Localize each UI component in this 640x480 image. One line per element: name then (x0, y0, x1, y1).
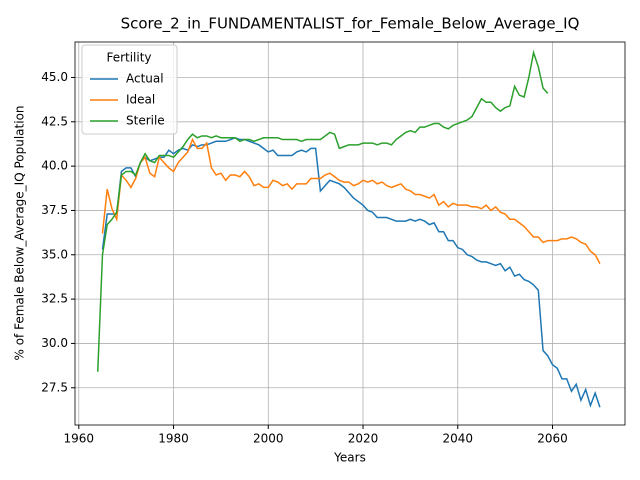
y-tick-label: 45.0 (41, 70, 68, 84)
legend-label: Ideal (126, 93, 155, 107)
y-tick-label: 40.0 (41, 159, 68, 173)
y-tick-label: 37.5 (41, 203, 68, 217)
x-tick-label: 1980 (158, 432, 189, 446)
x-tick-label: 2000 (253, 432, 284, 446)
x-tick-label: 2040 (443, 432, 474, 446)
legend-label: Sterile (126, 114, 165, 128)
data-line (96, 49, 549, 372)
x-axis-label: Years (333, 451, 366, 465)
data-line (101, 136, 601, 408)
x-tick-label: 1960 (64, 432, 95, 446)
y-tick-label: 35.0 (41, 247, 68, 261)
x-tick-label: 2020 (348, 432, 379, 446)
y-axis-label: % of Female Below_Average_IQ Population (13, 105, 27, 360)
plot-frame (74, 41, 626, 426)
legend-title: Fertility (106, 51, 151, 65)
chart-title: Score_2_in_FUNDAMENTALIST_for_Female_Bel… (121, 15, 580, 34)
y-tick-label: 32.5 (41, 292, 68, 306)
y-tick-label: 30.0 (41, 336, 68, 350)
legend-label: Actual (126, 72, 164, 86)
legend-box (81, 44, 178, 135)
x-tick-label: 2060 (537, 432, 568, 446)
y-tick-label: 27.5 (41, 380, 68, 394)
y-tick-label: 42.5 (41, 114, 68, 128)
data-line (101, 137, 601, 264)
